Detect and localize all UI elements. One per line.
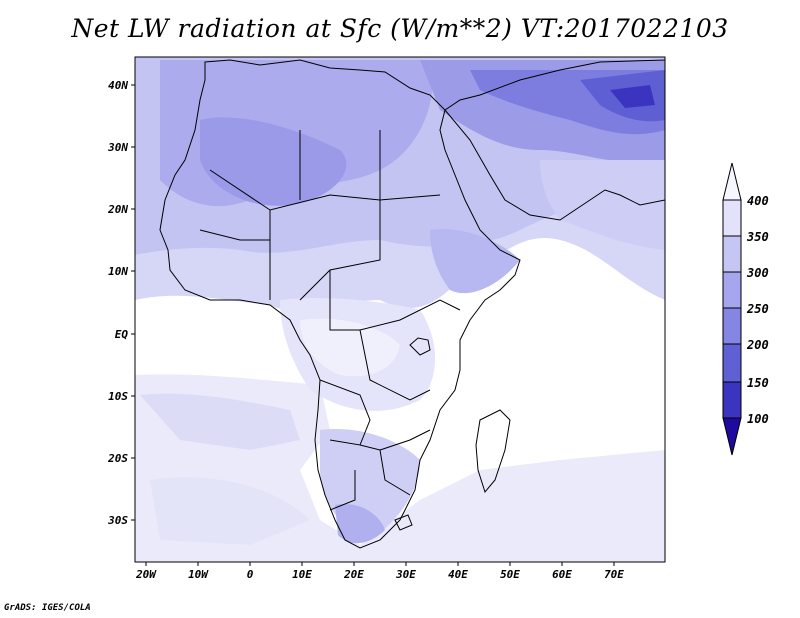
- lat-label: EQ: [115, 328, 129, 341]
- lon-label: 50E: [500, 568, 520, 581]
- credit-label: GrADS: IGES/COLA: [4, 603, 91, 613]
- longitude-axis: 20W 10W 0 10E 20E 30E 40E 50E 60E 70E: [135, 562, 624, 581]
- colorbar-label: 400: [747, 194, 769, 208]
- latitude-axis: 40N 30N 20N 10N EQ 10S 20S 30S: [107, 79, 135, 527]
- map-frame: [134, 56, 666, 563]
- colorbar: 400 350 300 250 200 150 100: [722, 162, 769, 456]
- radiation-field: [135, 57, 665, 562]
- colorbar-segment: [722, 271, 742, 309]
- coastlines: [159, 59, 665, 549]
- colorbar-segment: [722, 235, 742, 273]
- lat-label: 10S: [108, 390, 128, 403]
- lat-label: 30S: [107, 514, 128, 527]
- colorbar-bottom-arrow: [722, 417, 742, 456]
- lat-label: 20N: [107, 203, 128, 216]
- lon-label: 20W: [135, 568, 157, 581]
- map-title: Net LW radiation at Sfc (W/m**2) VT:2017…: [71, 14, 729, 43]
- lon-label: 10E: [292, 568, 312, 581]
- lon-label: 30E: [395, 568, 416, 581]
- colorbar-label: 250: [746, 302, 769, 316]
- colorbar-label: 150: [747, 376, 769, 390]
- colorbar-segment: [722, 381, 742, 419]
- lat-label: 40N: [108, 79, 128, 92]
- lon-label: 10W: [188, 568, 209, 581]
- colorbar-segment: [722, 307, 742, 345]
- lat-label: 10N: [108, 265, 128, 278]
- lon-label: 20E: [343, 568, 364, 581]
- lon-label: 0: [247, 568, 254, 581]
- colorbar-label: 350: [746, 230, 769, 244]
- lat-label: 20S: [107, 452, 128, 465]
- colorbar-segment: [722, 199, 742, 237]
- colorbar-label: 200: [746, 338, 769, 352]
- lat-label: 30N: [107, 141, 128, 154]
- lon-label: 70E: [604, 568, 624, 581]
- colorbar-top-arrow: [722, 162, 742, 201]
- colorbar-label: 300: [746, 266, 769, 280]
- lon-label: 60E: [552, 568, 572, 581]
- colorbar-segment: [722, 343, 742, 383]
- colorbar-label: 100: [747, 412, 769, 426]
- lon-label: 40E: [448, 568, 468, 581]
